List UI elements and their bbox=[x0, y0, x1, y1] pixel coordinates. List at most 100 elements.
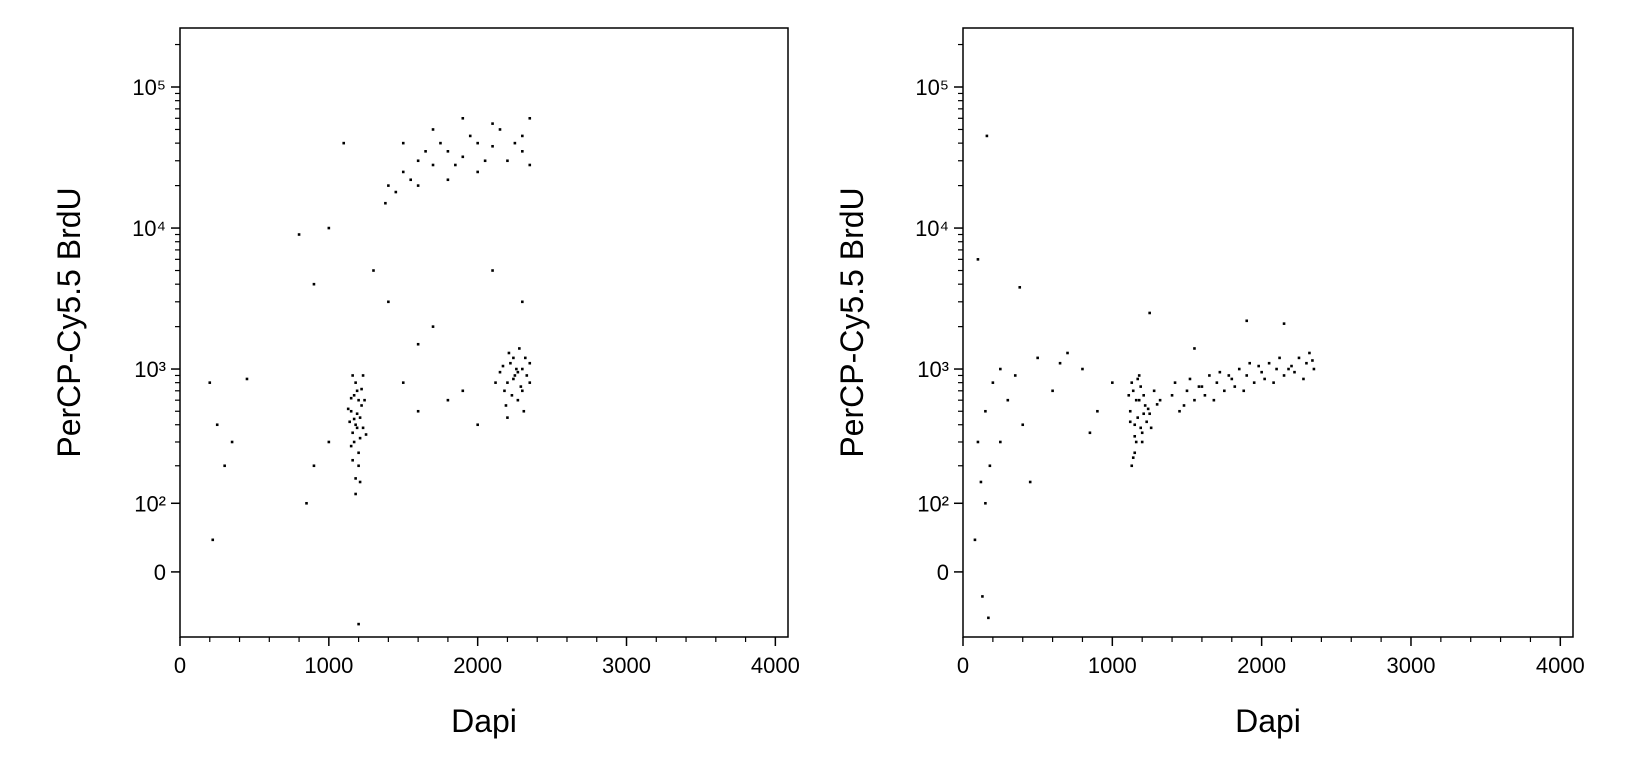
point bbox=[409, 178, 412, 182]
point bbox=[354, 381, 357, 384]
point bbox=[1127, 394, 1131, 397]
point bbox=[358, 436, 362, 440]
point bbox=[999, 367, 1002, 371]
point bbox=[1312, 367, 1316, 371]
point bbox=[1223, 389, 1226, 393]
point bbox=[1302, 377, 1305, 381]
point bbox=[1036, 356, 1039, 360]
point bbox=[360, 404, 363, 407]
point bbox=[354, 492, 357, 496]
point bbox=[431, 163, 435, 167]
point bbox=[1142, 412, 1145, 416]
point bbox=[312, 282, 316, 286]
point bbox=[521, 367, 524, 371]
point bbox=[528, 163, 532, 167]
point bbox=[355, 426, 359, 430]
point bbox=[1130, 381, 1134, 384]
point bbox=[215, 423, 219, 427]
y-axis-title: PerCP-Cy5.5 BrdU bbox=[51, 187, 87, 457]
point bbox=[518, 347, 521, 350]
point bbox=[352, 440, 356, 444]
x-tick-label: 2000 bbox=[453, 653, 502, 678]
point bbox=[346, 407, 350, 411]
y-tick-label: 10⁵ bbox=[132, 75, 166, 100]
point bbox=[524, 356, 527, 360]
y-tick-label: 0 bbox=[937, 560, 949, 585]
y-tick-label: 10² bbox=[917, 491, 949, 516]
point bbox=[510, 394, 514, 397]
point bbox=[387, 184, 390, 187]
point bbox=[416, 409, 420, 413]
point bbox=[1290, 364, 1293, 368]
point bbox=[1128, 420, 1132, 424]
point bbox=[401, 141, 405, 145]
point bbox=[1066, 351, 1069, 355]
x-tick-label: 4000 bbox=[751, 653, 800, 678]
point bbox=[976, 258, 980, 261]
point bbox=[1137, 374, 1141, 377]
point bbox=[1096, 409, 1099, 413]
point bbox=[327, 440, 331, 444]
point bbox=[491, 144, 494, 148]
point bbox=[1139, 385, 1142, 388]
point bbox=[512, 377, 515, 381]
point bbox=[1131, 389, 1135, 393]
point bbox=[230, 440, 234, 444]
y-tick-label: 10² bbox=[134, 491, 166, 516]
point bbox=[1252, 381, 1256, 384]
point bbox=[507, 351, 511, 355]
point bbox=[1282, 374, 1286, 377]
point bbox=[357, 451, 360, 455]
point bbox=[521, 300, 524, 304]
point bbox=[1133, 423, 1137, 427]
point bbox=[483, 159, 487, 163]
x-tick-label: 1000 bbox=[1088, 653, 1137, 678]
point bbox=[1152, 389, 1156, 393]
point bbox=[506, 416, 509, 419]
point bbox=[999, 440, 1002, 444]
point bbox=[223, 464, 226, 468]
point bbox=[1134, 440, 1138, 444]
point bbox=[1182, 404, 1186, 407]
point bbox=[1272, 381, 1275, 384]
point bbox=[1308, 351, 1311, 355]
point bbox=[1218, 370, 1222, 374]
point bbox=[987, 616, 990, 620]
point bbox=[1148, 311, 1151, 315]
point bbox=[424, 150, 427, 153]
point bbox=[358, 480, 362, 484]
point bbox=[431, 128, 435, 131]
point bbox=[1208, 374, 1211, 377]
point bbox=[351, 374, 354, 377]
point bbox=[1248, 361, 1252, 365]
point bbox=[349, 396, 353, 400]
y-tick-label: 10⁴ bbox=[132, 216, 166, 241]
point bbox=[1149, 426, 1153, 430]
y-tick-label: 10³ bbox=[134, 357, 166, 382]
point bbox=[976, 440, 980, 444]
point bbox=[476, 141, 479, 145]
panel: 0 1000 2000 3000 4000 0 10² 10³ 10⁴ 10⁵ Dapi PerCP-… bbox=[51, 27, 800, 739]
point bbox=[358, 416, 362, 419]
point bbox=[528, 361, 532, 365]
point bbox=[1178, 409, 1181, 413]
point bbox=[1185, 389, 1189, 393]
y-axis-title: PerCP-Cy5.5 BrdU bbox=[834, 187, 870, 457]
point bbox=[1028, 480, 1032, 484]
point bbox=[991, 381, 995, 384]
point bbox=[1139, 426, 1142, 430]
point bbox=[476, 423, 479, 427]
point bbox=[1293, 370, 1296, 374]
point bbox=[431, 325, 435, 328]
point bbox=[1215, 381, 1219, 384]
point bbox=[352, 417, 356, 421]
point bbox=[360, 387, 363, 391]
point bbox=[501, 364, 505, 368]
point bbox=[1311, 359, 1314, 362]
point bbox=[1230, 377, 1234, 381]
point bbox=[1111, 381, 1114, 384]
point bbox=[1130, 464, 1134, 468]
point bbox=[1233, 385, 1237, 388]
x-tick-label: 0 bbox=[174, 653, 186, 678]
point bbox=[348, 420, 351, 424]
